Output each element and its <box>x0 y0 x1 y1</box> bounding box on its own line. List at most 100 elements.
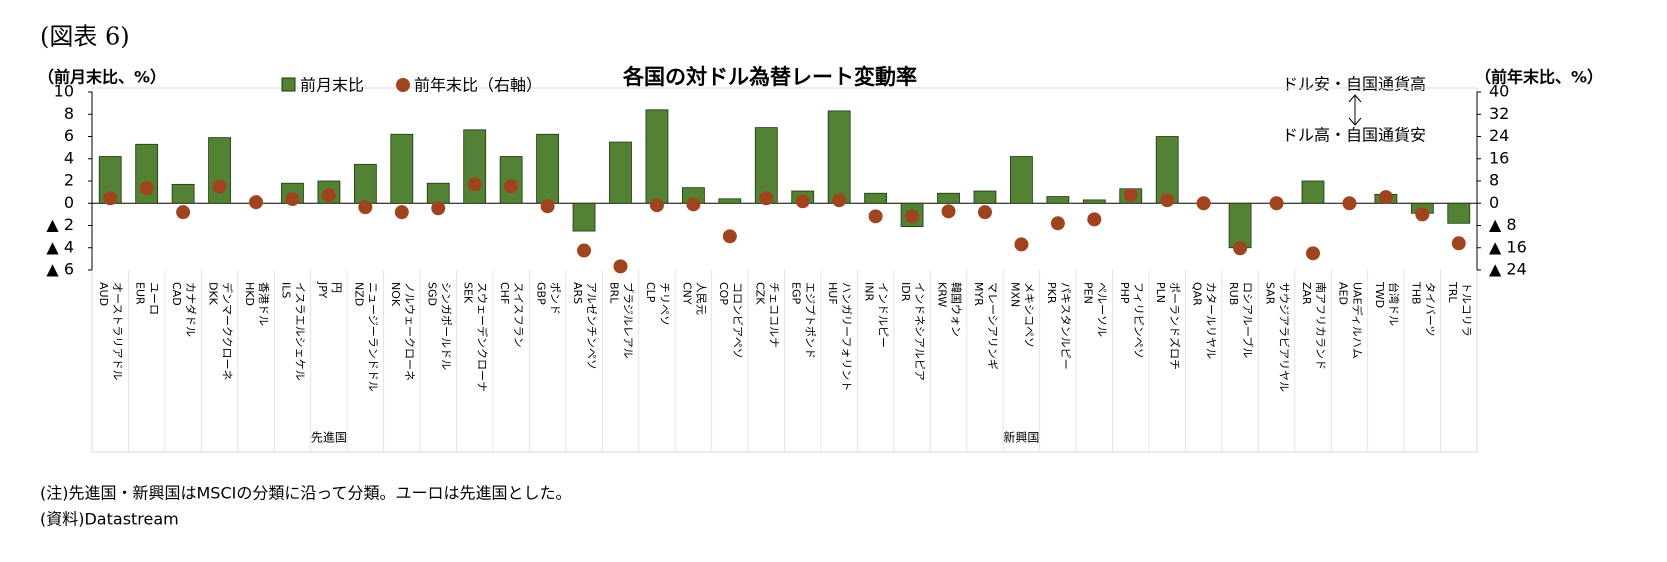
x-tick-label: イスラエルシェケル <box>293 282 306 381</box>
dot <box>1269 196 1284 211</box>
dot <box>249 195 264 210</box>
dot <box>176 205 191 220</box>
x-tick-label: PLN <box>1154 282 1167 303</box>
dot <box>540 199 555 214</box>
x-tick-label: ブラジルレアル <box>621 282 635 359</box>
x-tick-label: スイスフラン <box>512 282 525 348</box>
dot <box>394 205 409 220</box>
x-tick-label: SGD <box>425 282 438 306</box>
x-tick-label: 人民元 <box>694 282 707 315</box>
x-tick-label: DKK <box>207 282 220 306</box>
bar <box>1046 196 1070 204</box>
x-tick-label: ZAR <box>1300 282 1313 305</box>
x-tick-label: AED <box>1336 282 1349 305</box>
dot <box>139 181 154 196</box>
bar <box>1447 202 1471 224</box>
x-tick-label: CNY <box>680 282 693 305</box>
dot <box>1014 237 1029 252</box>
dot <box>1233 241 1248 256</box>
x-tick-label: 韓国ウォン <box>950 282 963 337</box>
x-tick-label: PEN <box>1081 282 1094 304</box>
dot <box>868 209 883 224</box>
y2-tick-label: 0 <box>1489 193 1499 212</box>
x-tick-label: UAEディルハム <box>1350 282 1364 359</box>
dot <box>1451 236 1466 251</box>
chart-title: 各国の対ドル為替レート変動率 <box>622 65 917 89</box>
y2-tick-label: 16 <box>1489 148 1509 167</box>
x-tick-label: JPY <box>316 281 329 299</box>
x-tick-label: INR <box>863 282 876 301</box>
x-tick-label: SEK <box>462 282 475 304</box>
bar <box>353 163 377 204</box>
dot <box>504 179 519 194</box>
bar <box>937 192 960 204</box>
note: (資料)Datastream <box>40 510 179 529</box>
y-tick-label: ▲ 6 <box>46 260 74 279</box>
bar <box>390 133 414 204</box>
dot <box>905 209 920 224</box>
x-tick-label: KRW <box>936 282 949 307</box>
dot <box>649 198 664 213</box>
x-tick-label: サウジアラビアリヤル <box>1278 282 1291 392</box>
y-tick-label: 6 <box>64 126 74 145</box>
bar <box>1228 202 1252 249</box>
x-tick-label: HKD <box>243 282 256 306</box>
y-tick-label: 2 <box>64 171 74 190</box>
y-tick-label: 10 <box>54 82 74 101</box>
bar <box>463 129 487 204</box>
bar <box>827 110 851 204</box>
y2-tick-label: 8 <box>1489 171 1499 190</box>
dot <box>467 177 482 192</box>
dot <box>686 197 701 212</box>
x-tick-label: デンマーククローネ <box>221 282 235 381</box>
bar <box>645 109 669 204</box>
x-tick-label: トルコリラ <box>1460 282 1473 337</box>
bar <box>572 202 596 232</box>
x-tick-label: SAR <box>1264 282 1277 305</box>
dot <box>977 205 992 220</box>
bar <box>536 133 559 204</box>
x-tick-label: オーストラリアドル <box>111 282 124 380</box>
x-tick-label: アルゼンチンペソ <box>585 282 598 370</box>
dot <box>722 229 737 244</box>
annotation: ドル安・自国通貨高 <box>1282 75 1426 94</box>
x-tick-label: MXN <box>1008 282 1021 307</box>
bar <box>1082 199 1106 204</box>
x-tick-label: CHF <box>498 282 511 304</box>
dot <box>1305 246 1320 261</box>
x-tick-label: カタールリヤル <box>1205 282 1218 359</box>
x-tick-label: COP <box>717 282 730 305</box>
x-tick-label: NZD <box>352 282 365 306</box>
dot <box>1160 193 1175 208</box>
y-tick-label: 8 <box>64 104 74 123</box>
y-tick-label: 0 <box>64 193 74 212</box>
x-tick-label: PHP <box>1118 282 1131 304</box>
y2-tick-label: ▲ 24 <box>1489 260 1527 279</box>
dot <box>577 243 592 258</box>
figure-label: (図表 6) <box>40 23 130 51</box>
bar <box>426 182 450 204</box>
legend-swatch <box>281 77 296 92</box>
dot <box>1415 207 1430 222</box>
x-tick-label: EUR <box>134 282 147 305</box>
x-tick-label: インドルピー <box>877 282 890 348</box>
x-tick-label: コロンビアペソ <box>731 282 744 359</box>
dot <box>103 191 118 206</box>
dot <box>212 179 227 194</box>
x-tick-label: AUD <box>97 282 110 306</box>
y-axis-title: （前月末比、%） <box>38 68 166 87</box>
x-tick-label: カナダドル <box>184 282 198 337</box>
y2-tick-label: 40 <box>1489 82 1509 101</box>
x-tick-label: ILS <box>279 282 292 298</box>
bar <box>718 198 742 204</box>
x-tick-label: ユーロ <box>148 282 161 315</box>
arrow <box>1348 94 1362 126</box>
x-tick-label: 台湾ドル <box>1387 282 1401 326</box>
x-tick-label: マレーシアリンギ <box>986 282 999 370</box>
x-tick-label: チェココルナ <box>767 282 780 348</box>
x-tick-label: ニュージーランドドル <box>366 282 379 392</box>
dot <box>321 188 336 203</box>
bar <box>1301 180 1325 204</box>
dot <box>795 194 810 209</box>
